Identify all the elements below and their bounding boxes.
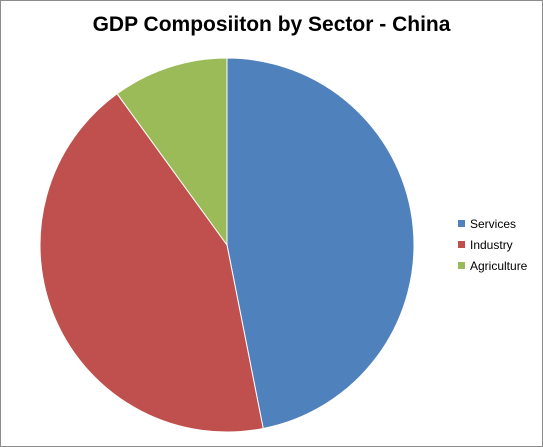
legend-label: Services: [470, 216, 517, 231]
legend-swatch: [458, 220, 465, 227]
legend: Services Industry Agriculture: [458, 213, 527, 276]
pie-slice-services: [226, 57, 415, 430]
chart-title: GDP Composiiton by Sector - China: [92, 13, 451, 36]
legend-swatch: [458, 262, 465, 269]
legend-label: Agriculture: [470, 258, 528, 273]
pie-slice-industry: [39, 93, 264, 433]
legend-label: Industry: [470, 237, 513, 252]
legend-item-agriculture: Agriculture: [458, 255, 527, 276]
legend-item-industry: Industry: [458, 234, 527, 255]
legend-item-services: Services: [458, 213, 527, 234]
pie-slice-agriculture: [116, 57, 228, 247]
legend-swatch: [458, 241, 465, 248]
